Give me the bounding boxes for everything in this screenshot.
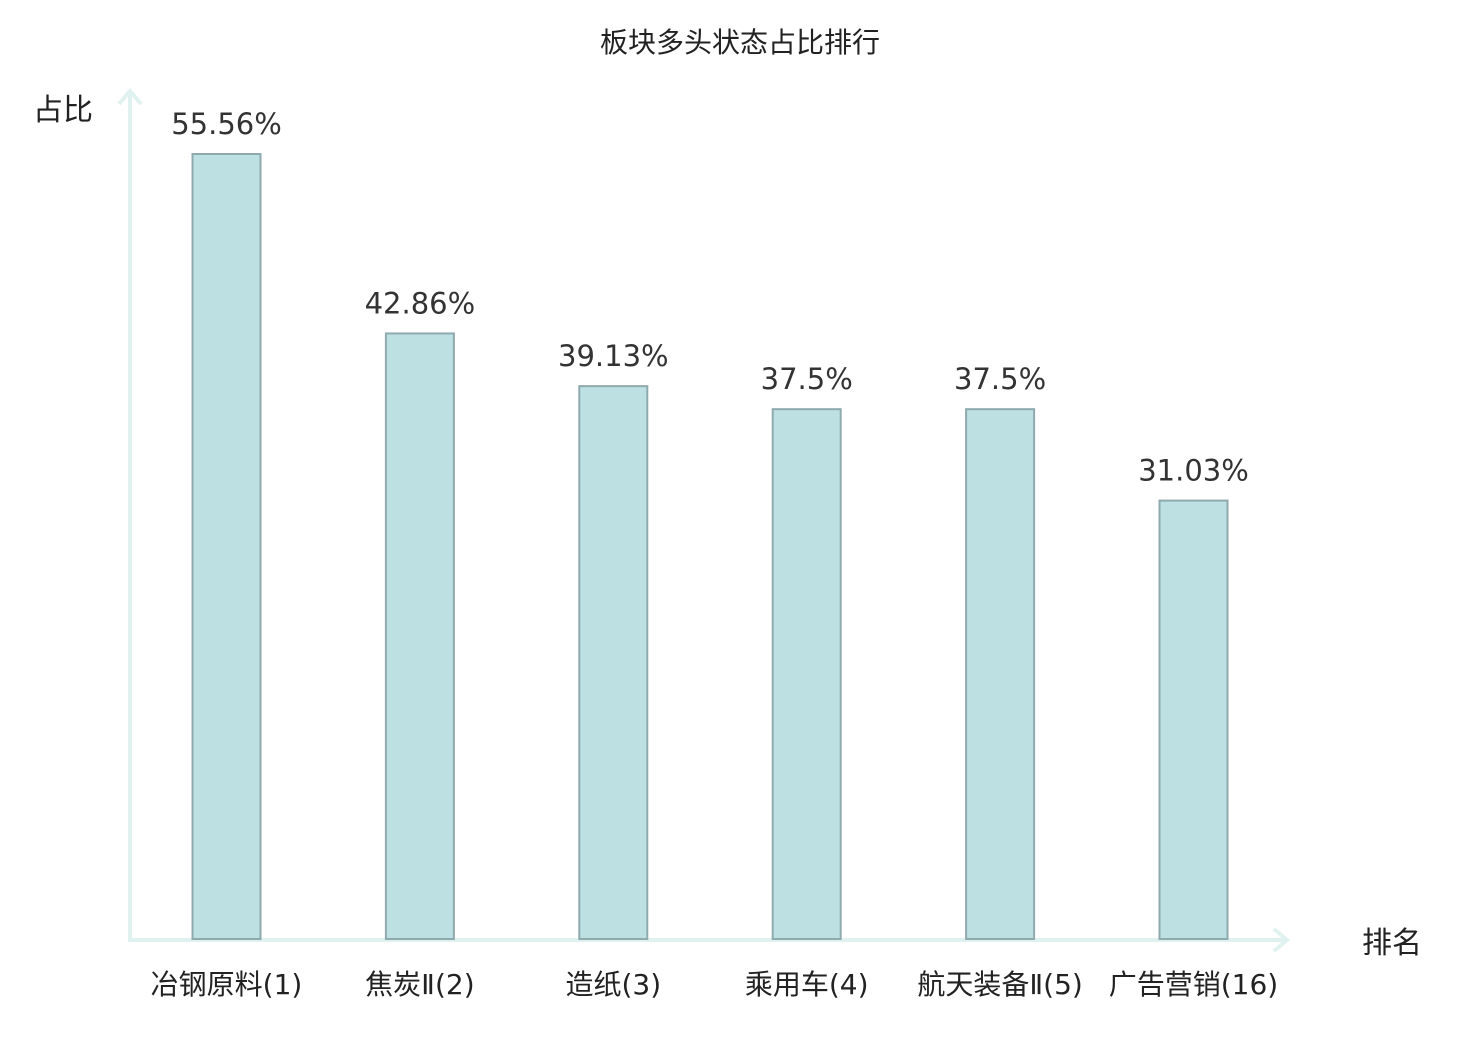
bar xyxy=(578,385,649,940)
x-axis-title: 排名 xyxy=(1362,926,1422,961)
bar-value-label: 39.13% xyxy=(558,339,669,373)
bar-value-label: 31.03% xyxy=(1138,454,1249,488)
x-tick-label: 乘用车(4) xyxy=(745,968,869,1001)
x-axis-arrow-icon xyxy=(1272,927,1291,953)
bar-value-label: 37.5% xyxy=(954,362,1046,396)
x-tick-label: 焦炭Ⅱ(2) xyxy=(365,968,474,1001)
x-tick-label: 冶钢原料(1) xyxy=(151,968,303,1001)
bar-value-label: 37.5% xyxy=(761,362,853,396)
bar-value-label: 55.56% xyxy=(171,107,282,141)
y-axis-title: 占比 xyxy=(33,93,93,128)
chart-title: 板块多头状态占比排行 xyxy=(600,26,880,59)
bar xyxy=(965,408,1036,941)
bar xyxy=(1158,499,1229,940)
x-tick-label: 航天装备Ⅱ(5) xyxy=(917,968,1082,1001)
bar-series: 55.56% 冶钢原料(1) 42.86% 焦炭Ⅱ(2) 39.13% 造纸(3) 37.5… xyxy=(151,107,1279,1001)
bar xyxy=(771,408,842,941)
x-tick-label: 造纸(3) xyxy=(565,968,661,1001)
y-axis-arrow-icon xyxy=(117,87,143,106)
x-tick-label: 广告营销(16) xyxy=(1109,968,1278,1001)
bar-value-label: 42.86% xyxy=(365,286,476,320)
bar xyxy=(384,332,455,940)
bar xyxy=(191,153,262,940)
